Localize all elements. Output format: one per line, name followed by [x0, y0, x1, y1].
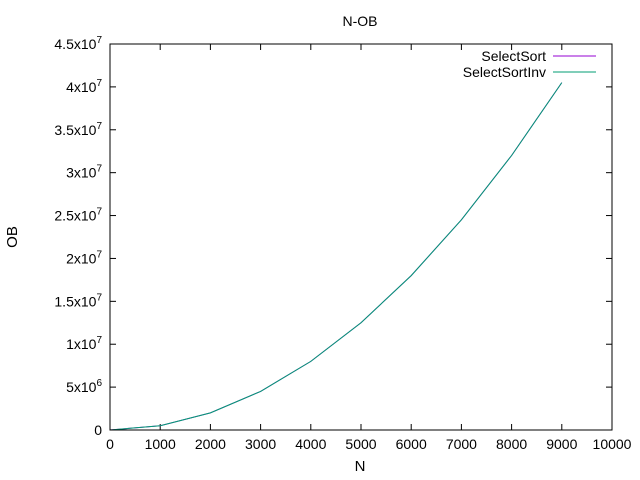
- x-axis-label: N: [355, 458, 366, 475]
- y-tick-mantissa: 0: [94, 422, 102, 438]
- y-tick-mantissa: 4.5x10: [54, 36, 96, 52]
- x-tick-label: 3000: [245, 436, 276, 452]
- y-tick-label: 3x107: [66, 164, 102, 181]
- y-tick-label: 5x106: [66, 378, 102, 395]
- y-axis-ticks: 05x1061x1071.5x1072x1072.5x1073x1073.5x1…: [54, 35, 612, 438]
- x-tick-label: 6000: [396, 436, 427, 452]
- y-axis-label: OB: [4, 226, 21, 248]
- x-tick-label: 0: [106, 436, 114, 452]
- x-axis-ticks: 0 1000 2000 3000 4000 5000 6000 7000 8000 9000 100…: [106, 44, 632, 452]
- y-tick-exponent: 7: [96, 292, 102, 303]
- y-tick-label: 2x107: [66, 249, 102, 266]
- y-tick-mantissa: 2.5x10: [54, 208, 96, 224]
- y-tick-exponent: 7: [96, 78, 102, 89]
- plot-frame: [109, 43, 613, 431]
- y-tick-mantissa: 3x10: [66, 165, 97, 181]
- x-tick-label: 5000: [345, 436, 376, 452]
- x-tick-label: 2000: [195, 436, 226, 452]
- y-tick-label: 1x107: [66, 335, 102, 352]
- x-tick-label: 4000: [295, 436, 326, 452]
- chart-title: N-OB: [343, 13, 378, 29]
- y-tick-exponent: 6: [96, 378, 102, 389]
- y-tick-mantissa: 2x10: [66, 250, 97, 266]
- y-tick-exponent: 7: [96, 35, 102, 46]
- y-tick-label: 1.5x107: [54, 292, 102, 309]
- y-tick-mantissa: 4x10: [66, 79, 97, 95]
- y-tick-mantissa: 1.5x10: [54, 293, 96, 309]
- x-tick-label: 8000: [496, 436, 527, 452]
- y-tick-exponent: 7: [96, 335, 102, 346]
- y-tick-mantissa: 5x10: [66, 379, 97, 395]
- y-tick-exponent: 7: [96, 249, 102, 260]
- y-tick-label: 3.5x107: [54, 121, 102, 138]
- x-tick-label: 9000: [546, 436, 577, 452]
- y-tick-exponent: 7: [96, 121, 102, 132]
- y-tick-exponent: 7: [96, 164, 102, 175]
- x-tick-label: 10000: [593, 436, 632, 452]
- x-tick-label: 7000: [446, 436, 477, 452]
- y-tick-label: 2.5x107: [54, 207, 102, 224]
- legend-label: SelectSort: [481, 48, 546, 64]
- y-tick-label: 4.5x107: [54, 35, 102, 52]
- series-group: [109, 82, 563, 431]
- y-tick-mantissa: 3.5x10: [54, 122, 96, 138]
- y-tick-label: 4x107: [66, 78, 102, 95]
- series-line-selectsortinv: [109, 82, 563, 431]
- x-tick-label: 1000: [145, 436, 176, 452]
- y-tick-exponent: 7: [96, 207, 102, 218]
- legend-label: SelectSortInv: [463, 64, 546, 80]
- y-tick-mantissa: 1x10: [66, 336, 97, 352]
- y-tick-label: 0: [94, 422, 102, 438]
